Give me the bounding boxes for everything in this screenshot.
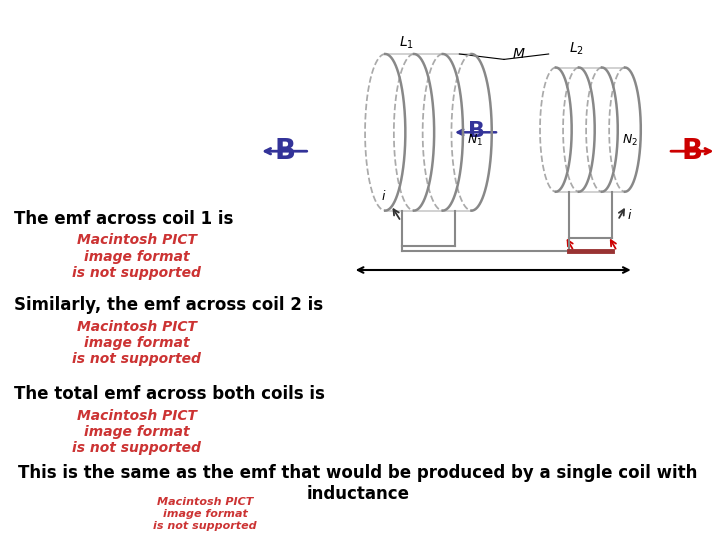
Text: This is the same as the emf that would be produced by a single coil with
inducta: This is the same as the emf that would b… [18, 464, 698, 503]
Text: Macintosh PICT
image format
is not supported: Macintosh PICT image format is not suppo… [73, 320, 201, 366]
Text: $N_1$: $N_1$ [467, 133, 483, 148]
Text: $L_1$: $L_1$ [400, 35, 414, 51]
Text: Macintosh PICT
image format
is not supported: Macintosh PICT image format is not suppo… [73, 409, 201, 455]
Text: The total emf across both coils is: The total emf across both coils is [14, 385, 325, 403]
Text: $\mathbf{B}$: $\mathbf{B}$ [467, 120, 484, 141]
Text: Similarly, the emf across coil 2 is: Similarly, the emf across coil 2 is [14, 296, 323, 314]
Text: Macintosh PICT
image format
is not supported: Macintosh PICT image format is not suppo… [73, 233, 201, 280]
Text: Macintosh PICT
image format
is not supported: Macintosh PICT image format is not suppo… [153, 497, 257, 531]
Text: $M$: $M$ [512, 47, 525, 61]
Text: $i$: $i$ [627, 208, 633, 222]
Text: $\mathbf{B}$: $\mathbf{B}$ [680, 137, 702, 165]
Text: $N_2$: $N_2$ [622, 133, 638, 148]
Text: The emf across coil 1 is: The emf across coil 1 is [14, 210, 234, 228]
Text: $L_2$: $L_2$ [569, 40, 583, 57]
Text: $i$: $i$ [381, 189, 387, 203]
Text: $\mathbf{B}$: $\mathbf{B}$ [274, 137, 295, 165]
